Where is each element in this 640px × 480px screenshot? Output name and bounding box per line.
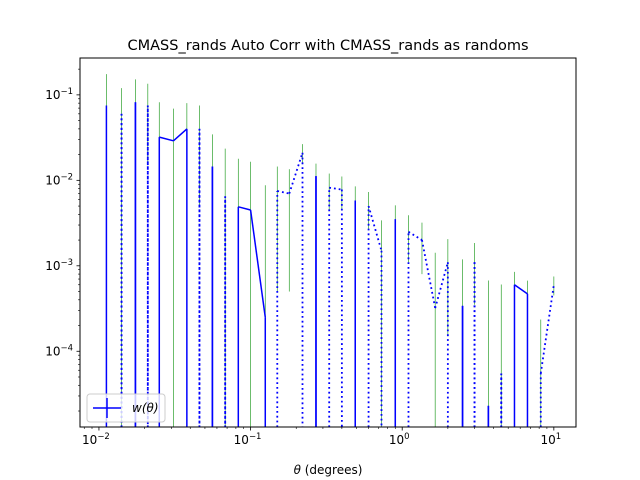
plot-area xyxy=(105,74,555,427)
x-axis-label-symbol: θ xyxy=(294,463,302,477)
y-tick-label-base: 10 xyxy=(45,173,60,187)
legend: w(θ) xyxy=(86,393,166,423)
y-tick-label: 10−4 xyxy=(45,343,73,358)
x-tick-label-base: 10 xyxy=(234,433,249,447)
legend-label: w(θ) xyxy=(132,401,159,415)
series-segment-negative xyxy=(434,262,449,309)
series-segment-negative xyxy=(329,186,342,191)
plot-clip-group xyxy=(105,74,555,427)
x-tick-label-exponent: 1 xyxy=(556,432,561,442)
chart-title: CMASS_rands Auto Corr with CMASS_rands a… xyxy=(128,38,529,54)
series-segment-negative xyxy=(277,190,290,195)
y-tick-label: 10−3 xyxy=(45,258,73,273)
axes-frame xyxy=(79,57,577,428)
y-tick-label: 10−1 xyxy=(45,87,73,102)
x-tick-label: 10−2 xyxy=(82,432,110,447)
y-tick-label-base: 10 xyxy=(45,259,60,273)
x-tick-label-base: 10 xyxy=(540,433,555,447)
series-segment-negative xyxy=(421,239,437,309)
x-tick-label-base: 10 xyxy=(389,433,404,447)
x-tick-label-exponent: 0 xyxy=(404,432,409,442)
y-tick-label: 10−2 xyxy=(45,172,73,187)
y-tick-label-exponent: −2 xyxy=(60,172,73,182)
x-tick-label-exponent: −1 xyxy=(249,432,262,442)
y-tick-label-exponent: −4 xyxy=(60,343,73,353)
series-segment xyxy=(249,209,267,318)
series-segment xyxy=(514,284,528,295)
series-segment xyxy=(172,128,188,142)
y-tick-label-exponent: −3 xyxy=(60,258,73,268)
series-segment xyxy=(159,136,174,142)
y-tick-label-exponent: −1 xyxy=(60,87,73,97)
x-axis-label: θ (degrees) xyxy=(294,463,363,477)
y-tick-label-base: 10 xyxy=(45,88,60,102)
series-segment-negative xyxy=(367,205,383,252)
x-tick-label: 10−1 xyxy=(234,432,262,447)
x-tick-label: 100 xyxy=(389,432,410,447)
x-axis-label-text: (degrees) xyxy=(301,463,362,477)
y-tick-label-base: 10 xyxy=(45,344,60,358)
x-tick-label: 101 xyxy=(540,432,561,447)
x-tick-label-exponent: −2 xyxy=(97,432,110,442)
series-segment-negative xyxy=(539,284,555,374)
series-segment xyxy=(238,206,251,211)
x-tick-label-base: 10 xyxy=(82,433,97,447)
